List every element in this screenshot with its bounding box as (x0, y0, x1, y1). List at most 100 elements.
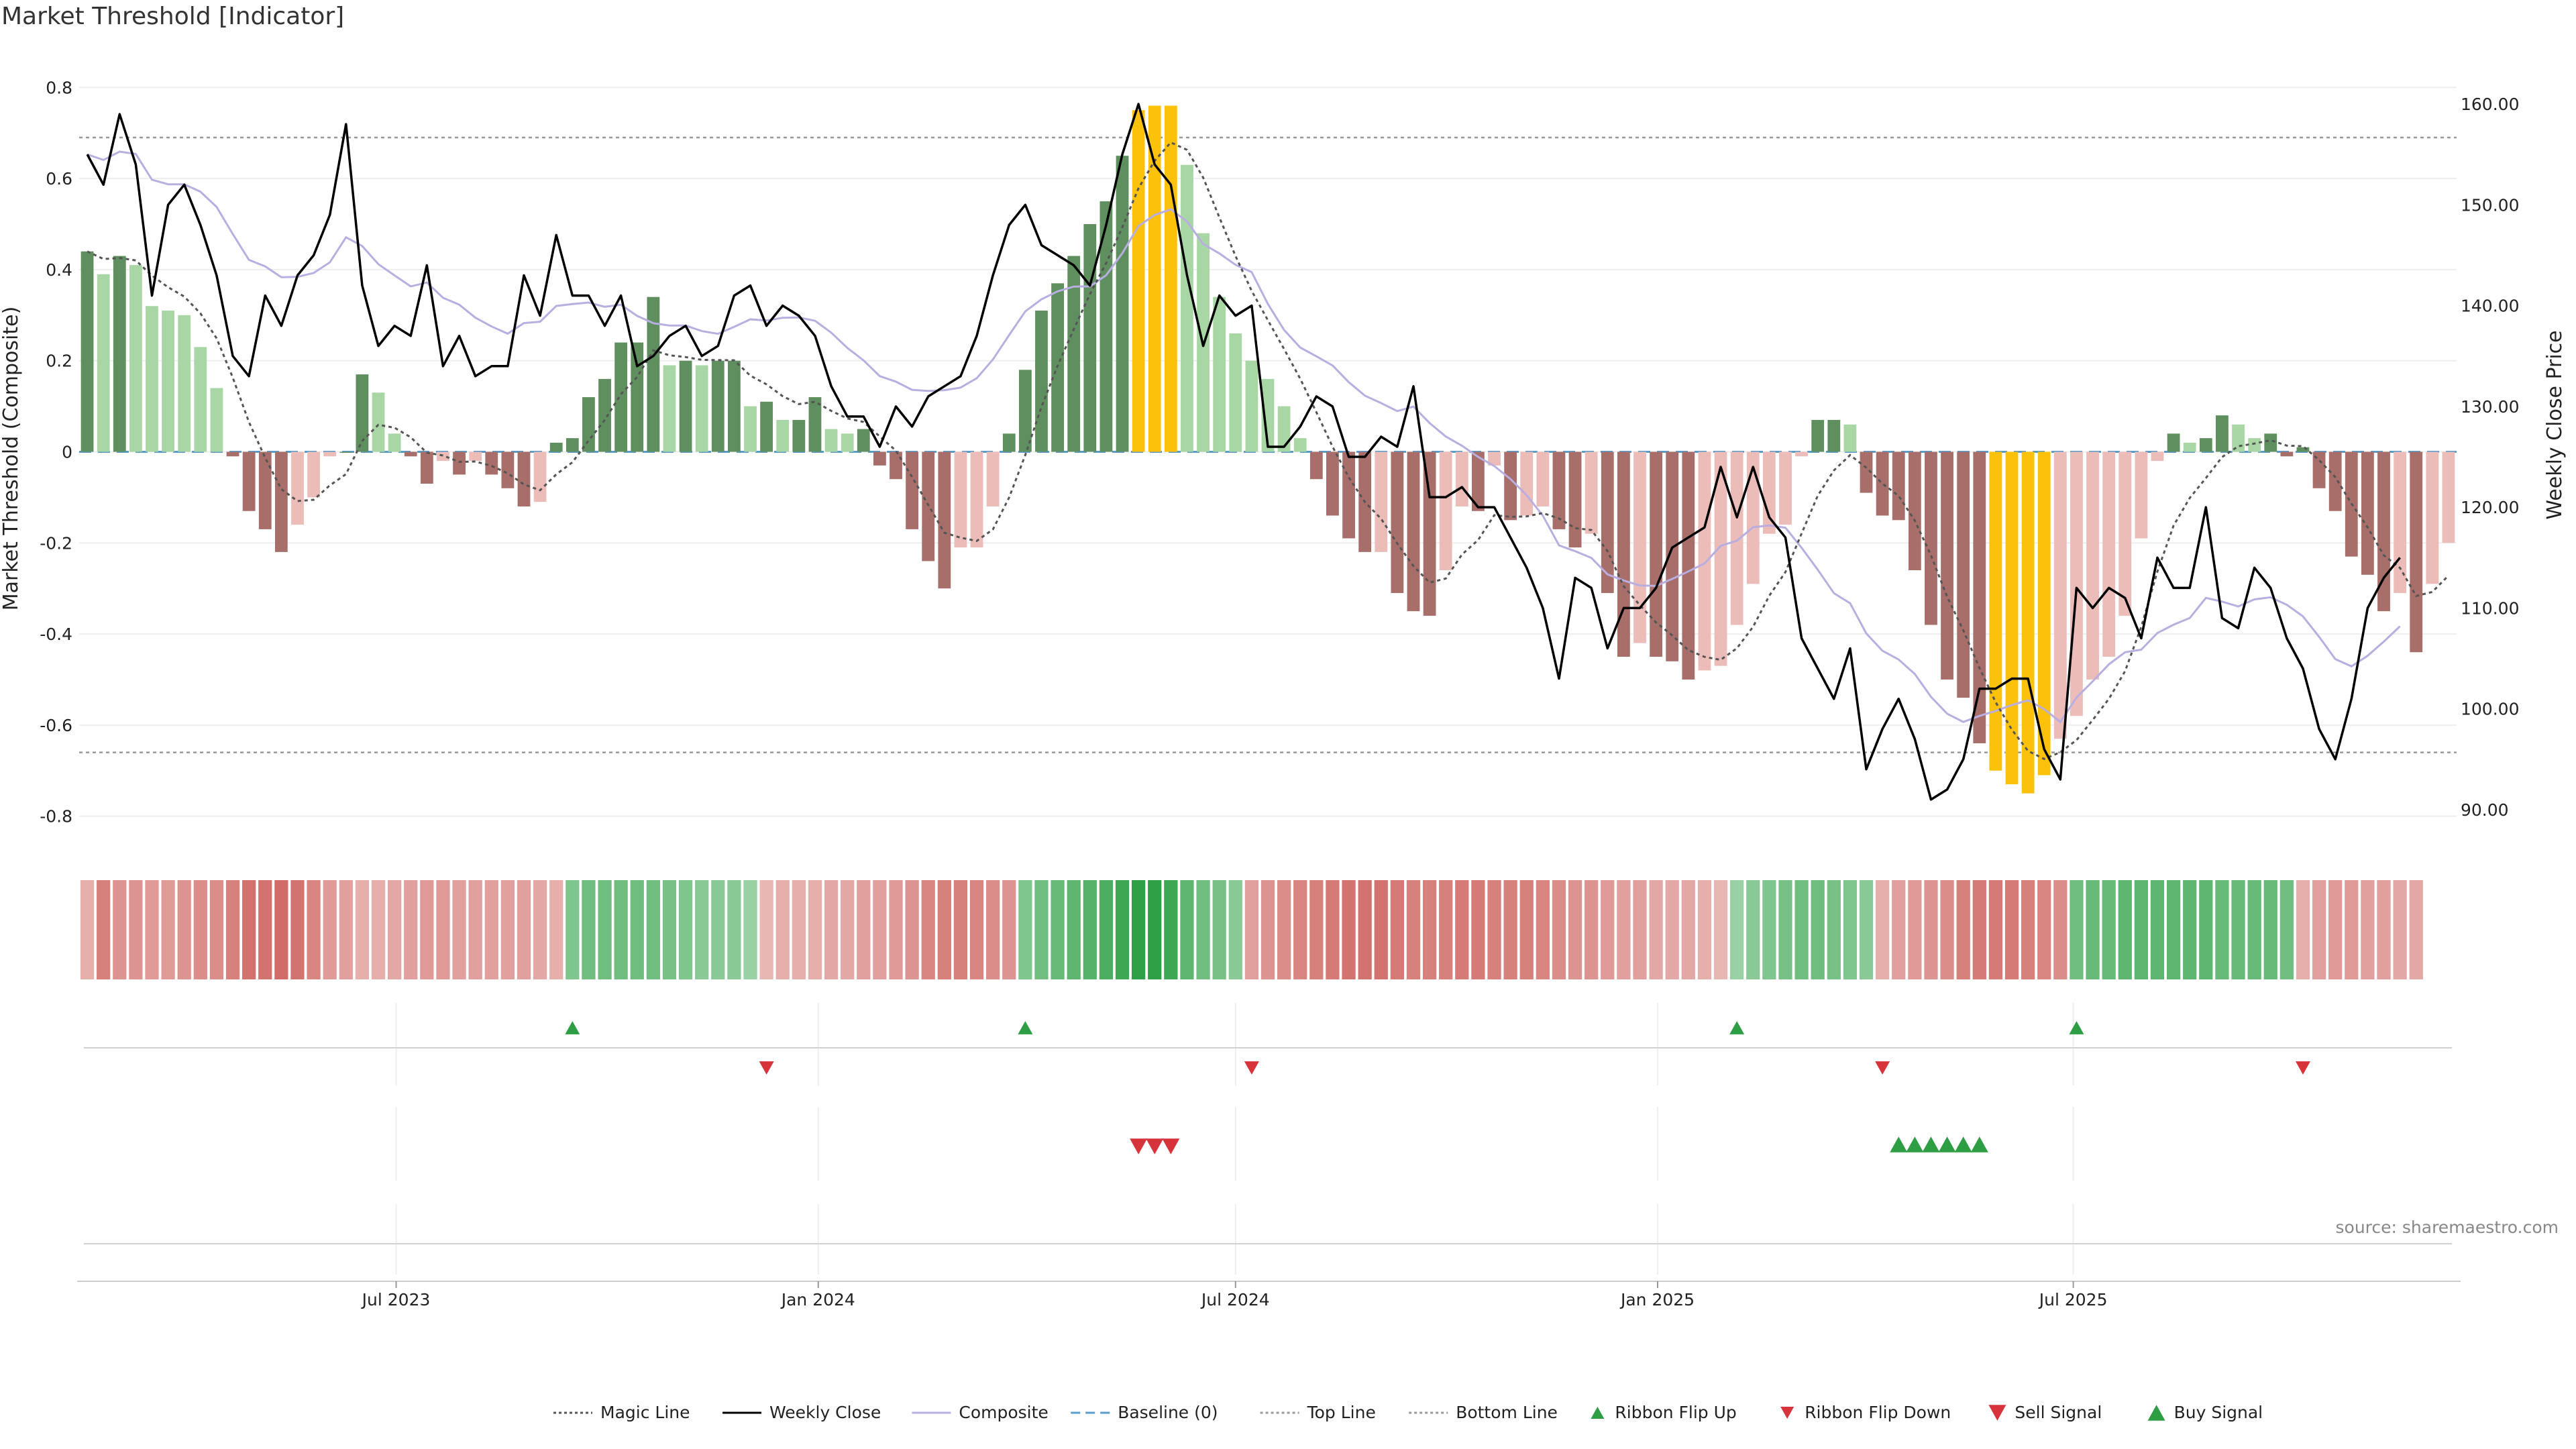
ribbon-cell (290, 880, 305, 979)
ribbon-cell (969, 880, 984, 979)
composite-bar (1779, 451, 1792, 525)
composite-bar (2232, 424, 2245, 452)
ribbon-cell (1132, 880, 1146, 979)
composite-bar (2280, 451, 2294, 457)
composite-bar (1067, 256, 1081, 452)
left-tick-label: -0.8 (40, 807, 72, 826)
composite-bar (226, 451, 239, 457)
composite-bar (291, 451, 304, 525)
ribbon-flip-panel (84, 1003, 2452, 1085)
ribbon-cell (1487, 880, 1501, 979)
ribbon-cell (2215, 880, 2229, 979)
ribbon-cell (2021, 880, 2035, 979)
composite-bar (1536, 451, 1550, 506)
composite-bar (906, 451, 919, 529)
composite-bar (776, 419, 790, 452)
composite-bar (339, 451, 353, 453)
composite-bar (744, 406, 757, 452)
composite-bar (1925, 451, 1937, 625)
ribbon-cell (1681, 880, 1695, 979)
left-tick-label: -0.2 (40, 533, 72, 553)
buy-signal-marker (1938, 1136, 1956, 1152)
composite-bar (356, 374, 369, 452)
composite-bar (2021, 451, 2035, 794)
composite-bar (80, 251, 94, 452)
composite-bar (1762, 451, 1776, 534)
ribbon-cell (97, 880, 111, 979)
composite-bar (808, 397, 822, 452)
x-tick-label: Jul 2023 (361, 1290, 431, 1309)
composite-bar (1989, 451, 2002, 771)
composite-bar (1698, 451, 1711, 671)
composite-bar (1164, 105, 1177, 452)
ribbon-cell (1390, 880, 1404, 979)
left-tick-label: 0.4 (46, 260, 72, 280)
legend-label: Weekly Close (769, 1403, 881, 1422)
composite-bar (663, 365, 676, 452)
ribbon-cell (1762, 880, 1776, 979)
composite-bar (146, 306, 158, 452)
ribbon-cell (1746, 880, 1760, 979)
chart-title: Market Threshold [Indicator] (1, 3, 345, 30)
legend-label: Buy Signal (2174, 1403, 2263, 1422)
legend: Magic Line Weekly Close Composite Baseline … (553, 1403, 2263, 1422)
buy-signal-marker (1954, 1136, 1972, 1152)
legend-item: Top Line (1260, 1403, 1376, 1422)
ribbon-cell (323, 880, 337, 979)
composite-bar (274, 451, 288, 552)
ribbon-cell (1374, 880, 1388, 979)
composite-bar (1309, 451, 1323, 480)
composite-bar (2183, 442, 2196, 452)
ribbon-cell (889, 880, 903, 979)
composite-bar (792, 419, 806, 452)
composite-bar (2410, 451, 2423, 653)
ribbon-cell (452, 880, 466, 979)
composite-bar (2167, 433, 2180, 452)
ribbon-cell (1859, 880, 1874, 979)
composite-bar (1261, 378, 1275, 452)
composite-bar (1666, 451, 1679, 661)
ribbon-cell (759, 880, 773, 979)
ribbon-cell (533, 880, 547, 979)
composite-bar (113, 256, 126, 452)
ribbon-cell (1148, 880, 1162, 979)
composite-bar (1083, 224, 1097, 452)
left-axis-title: Market Threshold (Composite) (0, 307, 23, 611)
ribbon-cell (1083, 880, 1097, 979)
ribbon-cell (743, 880, 757, 979)
composite-bar (2312, 451, 2326, 488)
composite-bar (210, 388, 223, 452)
ribbon-cell (2296, 880, 2310, 979)
composite-bar (97, 274, 110, 452)
ribbon-cell (80, 880, 95, 979)
right-tick-label: 90.00 (2461, 800, 2509, 820)
composite-bar (1827, 419, 1841, 452)
legend-item: Bottom Line (1409, 1403, 1558, 1422)
ribbon-cell (2199, 880, 2213, 979)
composite-bar (679, 360, 692, 452)
composite-bar (2151, 451, 2164, 462)
composite-bar (1245, 360, 1258, 452)
composite-bar (1811, 419, 1825, 452)
legend-swatch (2147, 1405, 2165, 1421)
ribbon-cell (1067, 880, 1081, 979)
ribbon-cell (2004, 880, 2019, 979)
ribbon-cell (1972, 880, 1986, 979)
ribbon-cell (695, 880, 709, 979)
composite-bar (1035, 311, 1048, 452)
signal-panel (84, 1107, 2452, 1275)
legend-label: Ribbon Flip Up (1615, 1403, 1736, 1422)
ribbon-flip-down-marker (2295, 1061, 2310, 1075)
composite-bar (453, 451, 466, 475)
composite-bar (582, 397, 595, 452)
ribbon-cell (1713, 880, 1728, 979)
ribbon-cell (420, 880, 434, 979)
legend-label: Baseline (0) (1118, 1403, 1218, 1422)
composite-bar (1568, 451, 1582, 548)
ribbon-cell (1633, 880, 1647, 979)
magic-line (87, 141, 2449, 761)
composite-bar (857, 429, 870, 452)
legend-swatch (1591, 1407, 1605, 1419)
composite-bar (1293, 438, 1307, 452)
buy-signal-marker (1890, 1136, 1908, 1152)
